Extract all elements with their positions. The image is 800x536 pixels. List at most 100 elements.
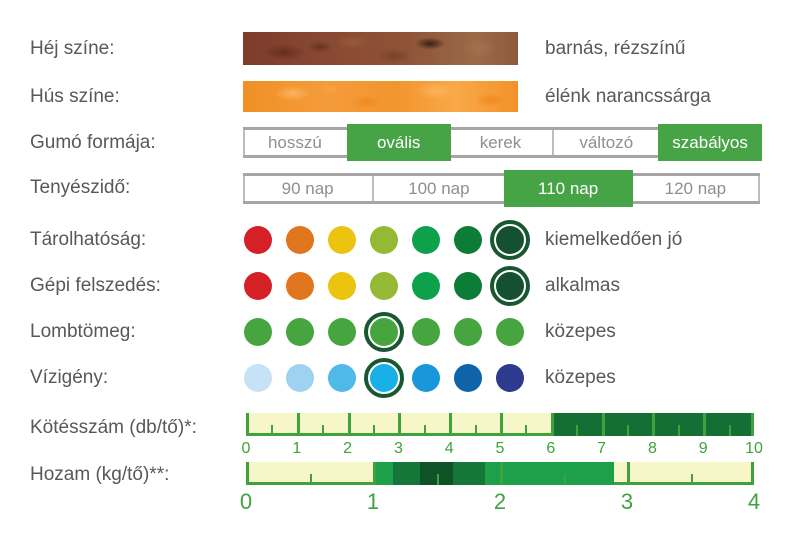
rating-dot bbox=[412, 272, 440, 300]
flesh-color-swatch bbox=[243, 81, 518, 112]
water-need-label: Vízigény: bbox=[30, 367, 109, 388]
tuber-shape-label: Gumó formája: bbox=[30, 132, 156, 153]
yield-label: Hozam (kg/tő)**: bbox=[30, 464, 170, 485]
scale-tick-label: 10 bbox=[745, 440, 763, 457]
rating-dot bbox=[286, 318, 314, 346]
water-need-rating bbox=[238, 358, 538, 398]
tuber-count-label: Kötésszám (db/tő)*: bbox=[30, 417, 197, 438]
growing-option: 100 nap bbox=[374, 176, 506, 201]
rating-dot bbox=[286, 272, 314, 300]
scale-tick-label: 8 bbox=[647, 440, 657, 457]
major-tick bbox=[398, 413, 402, 436]
major-tick bbox=[500, 413, 503, 436]
foliage-mass-label: Lombtömeg: bbox=[30, 321, 136, 342]
storability-label: Tárolhatóság: bbox=[30, 229, 147, 250]
minor-tick bbox=[677, 425, 680, 436]
minor-tick bbox=[690, 474, 693, 485]
flesh-color-label: Hús színe: bbox=[30, 86, 120, 107]
minor-tick bbox=[576, 425, 579, 436]
rating-dot bbox=[412, 226, 440, 254]
scale-tick-label: 0 bbox=[239, 489, 253, 514]
tuber-count-scale: 0 1 2 3 4 5 6 7 8 9 10 bbox=[242, 413, 763, 457]
storability-rating bbox=[238, 220, 538, 260]
rating-dot bbox=[328, 364, 356, 392]
minor-tick bbox=[525, 425, 528, 436]
minor-tick bbox=[322, 425, 325, 436]
shape-option: kerek bbox=[449, 130, 555, 155]
minor-tick bbox=[271, 425, 274, 436]
shape-option-selected: szabályos bbox=[658, 124, 762, 161]
selected-ring bbox=[364, 358, 404, 398]
scale-tick-label: 2 bbox=[343, 440, 353, 457]
major-tick bbox=[246, 413, 249, 436]
growing-option: 90 nap bbox=[243, 176, 375, 201]
rating-dot bbox=[496, 318, 524, 346]
scale-fill bbox=[393, 462, 420, 485]
major-tick bbox=[751, 462, 754, 485]
major-tick bbox=[296, 413, 300, 436]
storability-value: kiemelkedően jó bbox=[545, 229, 683, 250]
scale-tick-label: 3 bbox=[620, 489, 634, 514]
rating-dot bbox=[412, 318, 440, 346]
yield-scale: 0 1 2 3 4 bbox=[240, 462, 760, 514]
shape-option: hosszú bbox=[243, 130, 349, 155]
rating-dot bbox=[370, 272, 398, 300]
scale-tick-label: 2 bbox=[493, 489, 507, 514]
rating-dot bbox=[286, 226, 314, 254]
rating-dot bbox=[328, 272, 356, 300]
rating-dot bbox=[454, 226, 482, 254]
machine-harvest-value: alkalmas bbox=[545, 275, 620, 296]
skin-color-value: barnás, rézszínű bbox=[545, 38, 686, 59]
major-tick bbox=[703, 413, 707, 436]
foliage-mass-rating bbox=[238, 312, 538, 352]
scale-fill bbox=[419, 462, 453, 485]
major-tick bbox=[601, 413, 605, 436]
major-tick bbox=[627, 462, 630, 485]
major-tick bbox=[500, 462, 503, 485]
major-tick bbox=[550, 413, 554, 436]
minor-tick bbox=[563, 474, 566, 485]
rating-dot bbox=[496, 272, 524, 300]
major-tick bbox=[246, 462, 249, 485]
rating-dot bbox=[370, 226, 398, 254]
tuber-shape-options: hosszú ovális kerek változó szabályos bbox=[243, 124, 762, 161]
rating-dot bbox=[454, 364, 482, 392]
growing-option-selected: 110 nap bbox=[503, 170, 633, 207]
minor-tick bbox=[728, 425, 731, 436]
growing-option: 120 nap bbox=[664, 178, 727, 198]
scale-tick-label: 4 bbox=[444, 440, 454, 457]
scale-tick-label: 3 bbox=[393, 440, 403, 457]
rating-dot bbox=[328, 318, 356, 346]
selected-ring bbox=[490, 266, 530, 306]
rating-dot bbox=[244, 318, 272, 346]
major-tick bbox=[347, 413, 351, 436]
minor-tick bbox=[373, 425, 375, 436]
rating-dot bbox=[244, 364, 272, 392]
flesh-color-value: élénk narancssárga bbox=[545, 86, 711, 107]
scale-tick-label: 1 bbox=[292, 440, 302, 457]
rating-dot bbox=[370, 318, 398, 346]
shape-option-selected: ovális bbox=[346, 124, 451, 161]
minor-tick bbox=[627, 425, 629, 436]
scale-tick-label: 6 bbox=[546, 440, 556, 457]
rating-dot bbox=[496, 226, 524, 254]
scale-tick-label: 1 bbox=[366, 489, 380, 514]
rating-dot bbox=[286, 364, 314, 392]
scale-fill bbox=[453, 462, 485, 485]
scale-tick-label: 0 bbox=[241, 440, 251, 457]
skin-color-swatch bbox=[243, 32, 518, 65]
machine-harvest-label: Gépi felszedés: bbox=[30, 275, 161, 296]
scale-tick-label: 7 bbox=[597, 440, 607, 457]
machine-harvest-rating bbox=[238, 266, 538, 306]
rating-dot bbox=[496, 364, 524, 392]
scale-tick-label: 4 bbox=[747, 489, 761, 514]
major-tick bbox=[373, 462, 376, 485]
skin-color-label: Héj színe: bbox=[30, 38, 115, 59]
rating-dot bbox=[412, 364, 440, 392]
rating-dot bbox=[328, 226, 356, 254]
water-need-value: közepes bbox=[545, 367, 616, 388]
scale-tick-label: 5 bbox=[495, 440, 505, 457]
major-tick bbox=[652, 413, 656, 436]
rating-dot bbox=[244, 272, 272, 300]
